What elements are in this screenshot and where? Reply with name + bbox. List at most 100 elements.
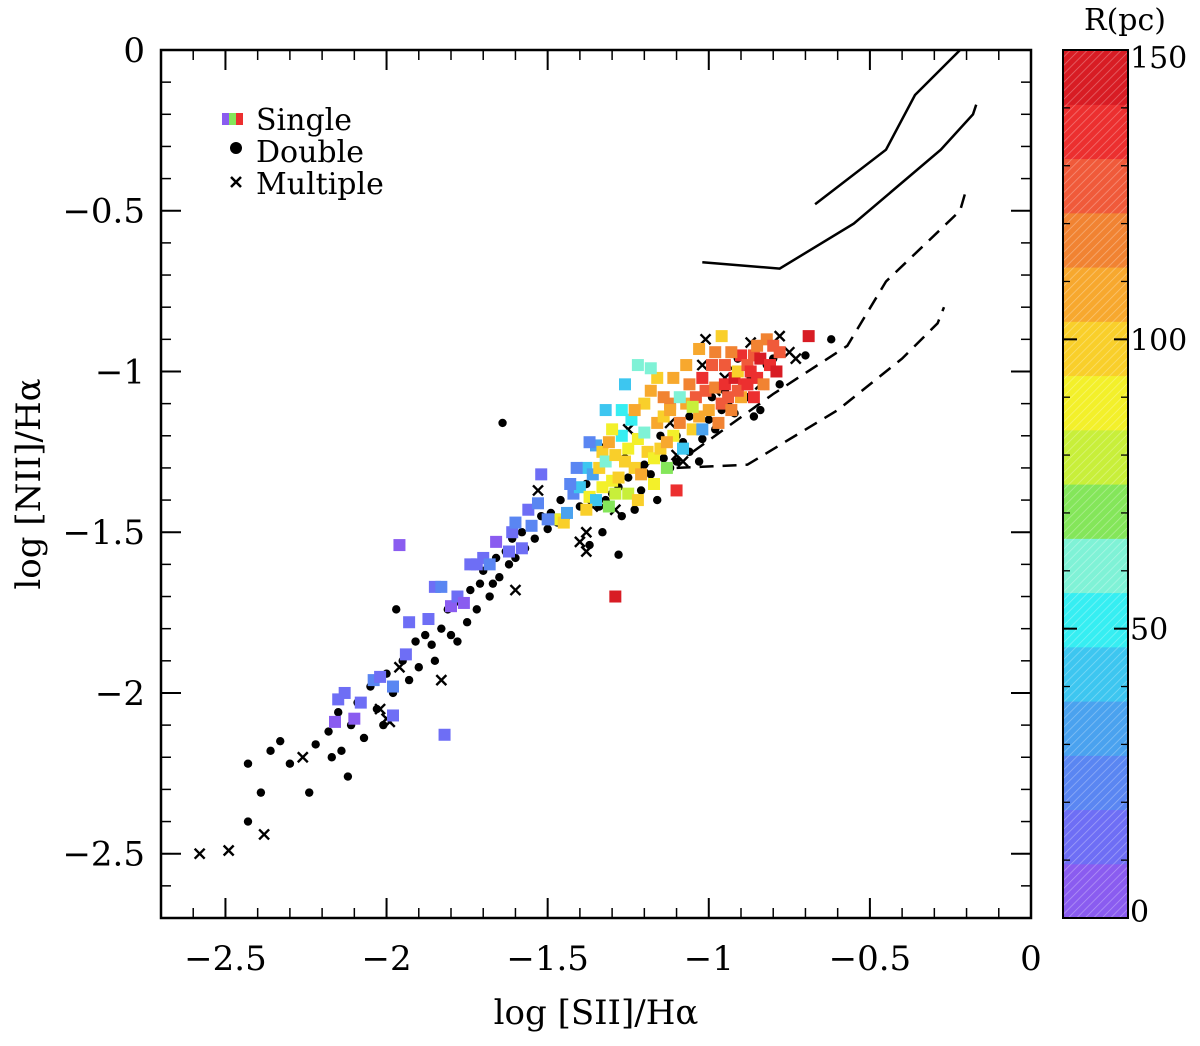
double-point bbox=[598, 528, 607, 537]
single-point bbox=[635, 468, 648, 481]
double-point bbox=[243, 759, 253, 768]
legend-single-marker-green bbox=[229, 113, 236, 125]
legend-double-marker bbox=[230, 142, 242, 154]
single-point bbox=[706, 359, 718, 372]
single-point bbox=[525, 519, 538, 532]
single-point bbox=[757, 378, 770, 391]
single-point bbox=[573, 481, 586, 494]
single-point bbox=[638, 397, 651, 410]
single-point bbox=[329, 715, 341, 728]
single-point bbox=[770, 365, 783, 378]
colorbar-tick-label: 150 bbox=[1130, 41, 1187, 76]
y-tick-label: −0.5 bbox=[62, 192, 145, 232]
x-tick-label: −2.5 bbox=[184, 939, 267, 979]
multiple-point bbox=[783, 346, 796, 359]
single-point bbox=[693, 410, 706, 423]
model-dashed-lower bbox=[676, 306, 946, 470]
y-tick-label: −1 bbox=[95, 352, 145, 392]
x-tick-label: −2 bbox=[361, 939, 411, 979]
single-point bbox=[619, 455, 631, 468]
single-point bbox=[747, 391, 760, 404]
single-point bbox=[683, 378, 696, 391]
double-point bbox=[488, 579, 498, 588]
double-point bbox=[485, 592, 494, 601]
single-point bbox=[722, 391, 735, 404]
single-point bbox=[602, 436, 615, 449]
double-point bbox=[775, 380, 784, 389]
single-point bbox=[622, 487, 635, 500]
double-point bbox=[337, 746, 346, 756]
single-point bbox=[606, 423, 619, 436]
single-point bbox=[741, 378, 754, 391]
single-point bbox=[644, 384, 657, 397]
single-point bbox=[718, 378, 731, 391]
single-point bbox=[615, 429, 628, 442]
model-solid-upper bbox=[814, 49, 961, 206]
legend: Single Double Multiple bbox=[222, 103, 384, 202]
multiple-point bbox=[699, 333, 712, 346]
single-point bbox=[599, 404, 612, 417]
single-point bbox=[619, 378, 631, 391]
single-point bbox=[628, 404, 641, 417]
single-point bbox=[387, 709, 399, 722]
multiple-point bbox=[696, 359, 709, 371]
double-point bbox=[466, 585, 475, 595]
axes: −2.5 −2 −1.5 −1 −0.5 0 0 −0.5 −1 −1.5 −2 −2.5 bbox=[62, 31, 1041, 979]
single-point bbox=[677, 442, 689, 455]
single-point bbox=[751, 339, 764, 352]
double-point bbox=[556, 495, 565, 505]
multiple-point bbox=[296, 751, 309, 764]
single-point bbox=[709, 381, 722, 394]
multiple-point bbox=[773, 330, 786, 342]
colorbar-title: R(pc) bbox=[1084, 3, 1166, 38]
single-point bbox=[664, 404, 677, 417]
colorbar-hatch bbox=[1063, 50, 1128, 918]
double-point bbox=[446, 630, 456, 640]
x-tick-label: −1 bbox=[684, 939, 734, 979]
single-point bbox=[445, 600, 457, 613]
double-point bbox=[327, 753, 336, 762]
double-point bbox=[427, 640, 436, 649]
double-point bbox=[334, 708, 343, 717]
legend-single-marker-red bbox=[236, 113, 243, 125]
single-point bbox=[802, 330, 815, 343]
model-solid-lower bbox=[702, 104, 978, 270]
single-point bbox=[515, 542, 528, 555]
colorbar-frame bbox=[1062, 49, 1129, 919]
single-point bbox=[564, 478, 577, 490]
single-point bbox=[609, 449, 622, 462]
single-point bbox=[702, 404, 715, 417]
multiple-point bbox=[580, 545, 593, 558]
single-point bbox=[535, 468, 548, 481]
single-point bbox=[689, 391, 702, 404]
single-point bbox=[609, 487, 622, 500]
single-point bbox=[638, 426, 651, 439]
single-point bbox=[506, 526, 519, 539]
double-point bbox=[392, 605, 401, 614]
model-dashed-upper bbox=[691, 187, 968, 453]
single-point bbox=[718, 359, 731, 372]
single-point bbox=[709, 346, 722, 359]
single-point bbox=[696, 371, 709, 384]
single-point bbox=[393, 539, 406, 552]
single-point bbox=[631, 359, 644, 372]
single-point bbox=[599, 455, 612, 468]
legend-multiple-marker bbox=[230, 176, 242, 188]
single-point bbox=[667, 371, 680, 384]
single-point bbox=[483, 558, 496, 571]
double-point bbox=[614, 550, 623, 559]
multiple-point bbox=[193, 847, 206, 860]
double-point bbox=[498, 418, 507, 428]
colorbar-tick-label: 50 bbox=[1130, 613, 1168, 648]
single-point bbox=[609, 590, 622, 603]
single-point bbox=[712, 416, 725, 429]
single-point bbox=[354, 696, 367, 709]
double-point bbox=[704, 415, 713, 424]
single-point bbox=[735, 349, 747, 362]
y-tick-label: 0 bbox=[123, 31, 145, 71]
legend-single-marker-purple bbox=[222, 113, 229, 125]
double-points bbox=[243, 335, 836, 826]
multiple-point bbox=[222, 844, 235, 857]
double-point bbox=[698, 434, 707, 444]
